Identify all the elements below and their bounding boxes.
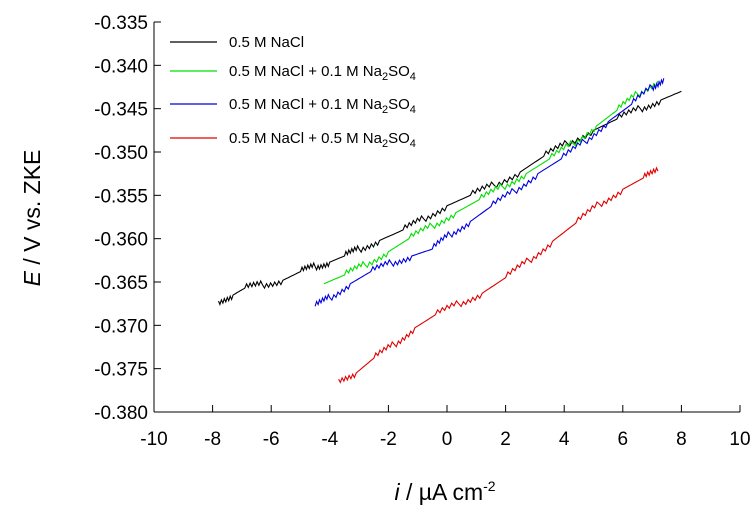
series-line-4	[338, 166, 659, 384]
legend-label-1: 0.5 M NaCl	[229, 34, 304, 51]
x-tick-label: 0	[442, 429, 453, 450]
legend-label-3: 0.5 M NaCl + 0.1 M Na2SO4	[229, 96, 416, 116]
x-tick-label: 2	[500, 429, 511, 450]
x-tick-label: -6	[263, 429, 280, 450]
x-tick-label: 10	[729, 429, 750, 450]
x-tick-label: 6	[618, 429, 629, 450]
y-tick-label: -0.365	[94, 273, 148, 294]
series-line-2	[323, 80, 659, 285]
y-tick-label: -0.380	[94, 403, 148, 424]
y-tick-label: -0.340	[94, 56, 148, 77]
series-layer	[217, 78, 682, 384]
y-tick-label: -0.375	[94, 360, 148, 381]
y-tick-label: -0.345	[94, 100, 148, 121]
x-tick-label: -2	[380, 429, 397, 450]
x-tick-label: 8	[676, 429, 687, 450]
x-axis-title: i / µA cm-2	[394, 478, 495, 505]
legend: 0.5 M NaCl 0.5 M NaCl + 0.1 M Na2SO4 0.5 M…	[170, 34, 416, 150]
y-tick-label: -0.360	[94, 230, 148, 251]
series-line-1	[217, 90, 682, 306]
legend-label-4: 0.5 M NaCl + 0.5 M Na2SO4	[229, 130, 416, 150]
y-axis-title: E / V vs. ZKE	[19, 150, 45, 287]
y-tick-label: -0.370	[94, 316, 148, 337]
legend-label-2: 0.5 M NaCl + 0.1 M Na2SO4	[229, 63, 416, 83]
y-tick-label: -0.335	[94, 13, 148, 34]
y-tick-label: -0.350	[94, 143, 148, 164]
x-tick-label: 4	[559, 429, 570, 450]
axes: -10 -8 -6 -4 -2 0 2 4 6 8 10 -0.335 -0.340 -0.345 -0.3…	[94, 13, 750, 450]
y-tick-label: -0.355	[94, 186, 148, 207]
series-line-3	[314, 78, 665, 307]
x-tick-label: -8	[204, 429, 221, 450]
x-tick-label: -10	[140, 429, 167, 450]
x-tick-label: -4	[321, 429, 338, 450]
